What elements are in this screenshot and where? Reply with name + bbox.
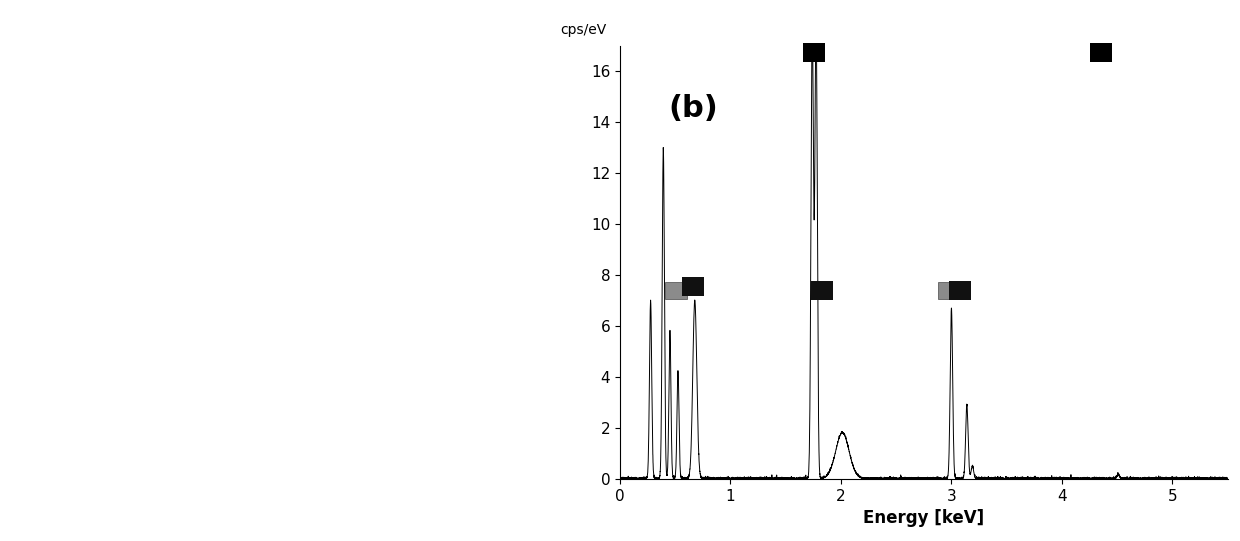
Bar xyxy=(666,282,687,299)
Bar xyxy=(1090,43,1111,62)
Bar xyxy=(811,281,833,300)
Bar xyxy=(949,281,971,300)
Text: (b): (b) xyxy=(668,94,718,123)
Y-axis label: cps/eV: cps/eV xyxy=(560,23,606,37)
Bar xyxy=(939,282,960,299)
X-axis label: Energy [keV]: Energy [keV] xyxy=(863,509,985,527)
Bar xyxy=(802,43,825,62)
Bar xyxy=(682,277,704,296)
